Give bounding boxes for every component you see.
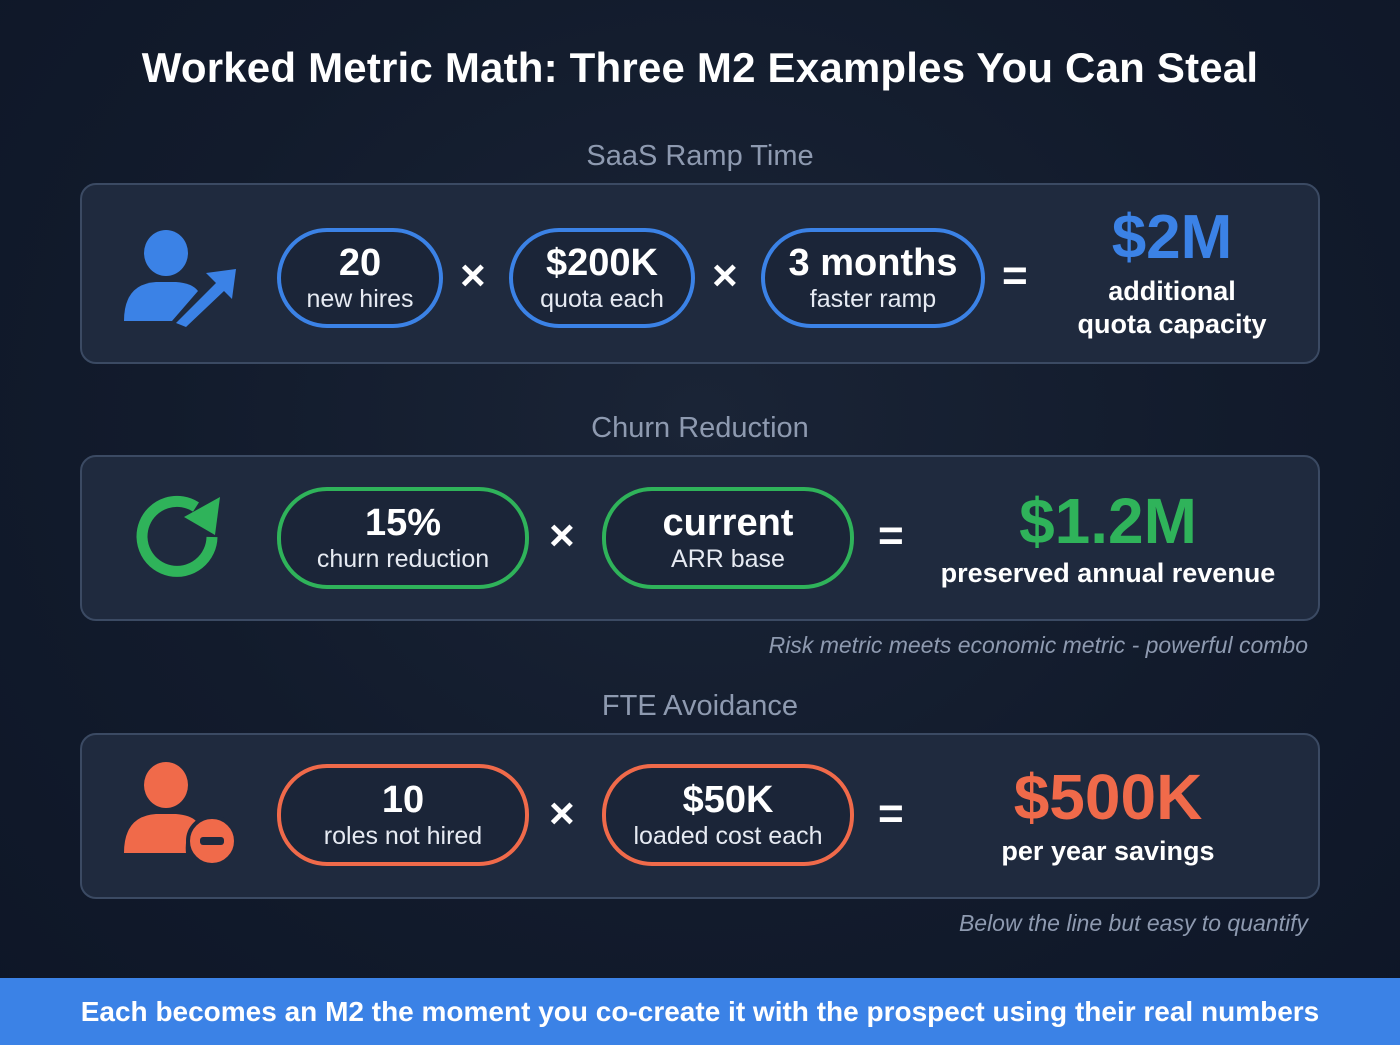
result-churn: $1.2M preserved annual revenue [928, 489, 1288, 590]
multiply-operator: × [549, 789, 575, 838]
factor-value: 20 [338, 242, 382, 284]
section-label-churn: Churn Reduction [591, 412, 809, 444]
factor-value: 15% [364, 502, 442, 544]
refresh-cycle-icon [136, 495, 220, 577]
factor-caption: quota each [540, 285, 664, 313]
factor-value: 10 [381, 779, 425, 821]
section-label-fte: FTE Avoidance [601, 690, 799, 722]
result-caption: quota capacity [1077, 309, 1267, 339]
user-growth-arrow-icon [124, 230, 236, 327]
equation-panel-churn: 15% churn reduction × current ARR base =… [80, 455, 1320, 621]
factor-value: 3 months [788, 242, 958, 284]
factor-caption: roles not hired [323, 822, 483, 850]
factor-value: $200K [546, 242, 658, 284]
equals-operator: = [878, 511, 904, 560]
result-value: $1.2M [1019, 485, 1197, 557]
multiply-operator: × [712, 251, 738, 300]
factor-pill-churn-reduction: 15% churn reduction [277, 487, 529, 589]
page-title: Worked Metric Math: Three M2 Examples Yo… [141, 44, 1259, 91]
factor-value: current [662, 502, 794, 544]
multiply-operator: × [549, 511, 575, 560]
factor-pill-faster-ramp: 3 months faster ramp [761, 228, 985, 328]
result-saas-ramp: $2M additional quota capacity [1052, 207, 1292, 341]
factor-caption: ARR base [671, 545, 785, 573]
factor-caption: churn reduction [316, 545, 490, 573]
equals-operator: = [1002, 251, 1028, 300]
factor-caption: new hires [306, 285, 414, 313]
equation-panel-saas-ramp: 20 new hires × $200K quota each × 3 mont… [80, 183, 1320, 364]
result-value: $500K [1013, 761, 1203, 833]
factor-caption: loaded cost each [633, 822, 823, 850]
factor-pill-loaded-cost: $50K loaded cost each [602, 764, 854, 866]
result-caption: preserved annual revenue [940, 558, 1276, 588]
factor-pill-arr-base: current ARR base [602, 487, 854, 589]
factor-pill-new-hires: 20 new hires [277, 228, 443, 328]
factor-pill-roles-not-hired: 10 roles not hired [277, 764, 529, 866]
takeaway-banner: Each becomes an M2 the moment you co-cre… [0, 978, 1400, 1045]
factor-caption: faster ramp [809, 285, 937, 313]
user-remove-icon [124, 762, 238, 867]
section-label-saas-ramp: SaaS Ramp Time [586, 140, 814, 172]
result-fte: $500K per year savings [928, 765, 1288, 868]
result-caption: additional [1108, 276, 1236, 306]
annotation-fte: Below the line but easy to quantify [958, 910, 1308, 936]
result-value: $2M [1111, 203, 1233, 272]
equation-panel-fte: 10 roles not hired × $50K loaded cost ea… [80, 733, 1320, 899]
result-caption: per year savings [1001, 836, 1215, 866]
annotation-churn: Risk metric meets economic metric - powe… [768, 632, 1308, 658]
factor-pill-quota-each: $200K quota each [509, 228, 695, 328]
factor-value: $50K [682, 779, 774, 821]
multiply-operator: × [460, 251, 486, 300]
equals-operator: = [878, 789, 904, 838]
